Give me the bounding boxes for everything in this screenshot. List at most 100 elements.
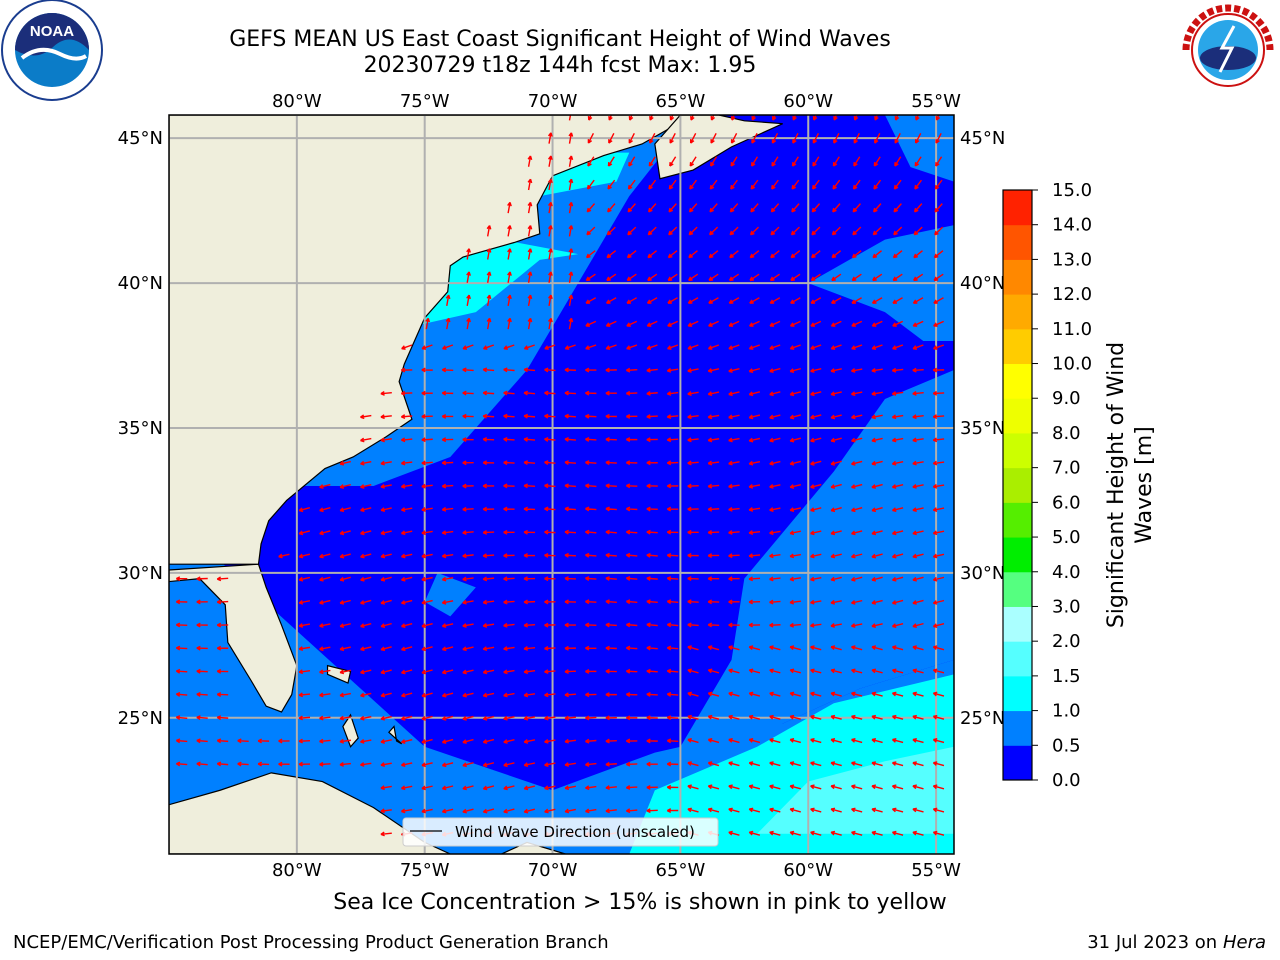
wave-direction-arrow (319, 623, 331, 628)
wave-direction-arrow (851, 807, 863, 813)
wave-direction-arrow (380, 831, 392, 837)
wave-direction-arrow (932, 668, 945, 674)
wave-direction-arrow (728, 391, 740, 397)
wave-direction-arrow (871, 645, 883, 651)
wave-direction-arrow (871, 691, 883, 697)
wave-direction-arrow (421, 762, 433, 768)
wave-direction-arrow (728, 297, 740, 304)
wave-direction-arrow (728, 784, 740, 790)
wave-direction-arrow (605, 506, 617, 512)
wave-direction-arrow (568, 155, 574, 167)
wave-direction-arrow (196, 645, 208, 651)
wave-direction-arrow (175, 738, 188, 744)
wave-direction-arrow (689, 179, 698, 190)
wave-direction-arrow (486, 294, 492, 307)
wave-direction-arrow (687, 691, 699, 697)
wave-direction-arrow (482, 622, 495, 628)
wave-direction-arrow (932, 437, 945, 443)
wave-direction-arrow (646, 599, 658, 605)
wave-direction-arrow (486, 317, 492, 330)
wave-direction-arrow (932, 807, 945, 813)
cuba-land (169, 772, 451, 854)
wave-direction-arrow (769, 460, 781, 466)
wave-direction-arrow (339, 507, 351, 513)
wave-direction-arrow (871, 460, 883, 466)
wave-direction-arrow (666, 715, 679, 721)
wave-direction-arrow (871, 507, 883, 513)
wave-direction-arrow (298, 692, 311, 698)
wave-direction-arrow (564, 669, 576, 674)
wave-direction-arrow (607, 156, 615, 167)
wave-direction-arrow (830, 530, 842, 536)
wave-direction-arrow (421, 414, 433, 419)
wave-direction-arrow (932, 622, 945, 628)
wave-direction-arrow (298, 623, 311, 628)
wave-direction-arrow (831, 226, 841, 236)
wave-direction-arrow (507, 248, 512, 260)
wave-direction-arrow (585, 413, 597, 419)
lon-tick-label-top: 75°W (400, 91, 450, 112)
lon-tick-label-bottom: 70°W (528, 860, 578, 881)
wave-direction-arrow (646, 622, 658, 628)
wave-direction-arrow (913, 203, 923, 213)
wave-direction-arrow (421, 553, 433, 559)
legend-label: Wind Wave Direction (unscaled) (455, 823, 695, 841)
wave-direction-arrow (810, 599, 822, 605)
wave-direction-arrow (894, 115, 900, 121)
wave-direction-arrow (527, 271, 533, 283)
wave-direction-arrow (710, 156, 718, 167)
wave-direction-arrow (891, 807, 904, 813)
wave-direction-arrow (810, 645, 822, 651)
wave-direction-arrow (935, 156, 943, 167)
wave-direction-arrow (687, 297, 699, 304)
wave-direction-arrow (708, 250, 719, 259)
wave-direction-arrow (748, 645, 761, 651)
wave-direction-arrow (830, 368, 842, 373)
wave-direction-arrow (830, 344, 842, 350)
wave-direction-arrow (421, 785, 433, 791)
lat-tick-label-left: 35°N (118, 418, 163, 439)
wave-direction-arrow (339, 669, 351, 675)
wave-direction-arrow (196, 622, 208, 628)
wave-direction-arrow (707, 368, 720, 373)
wave-direction-arrow (748, 714, 761, 720)
wave-direction-arrow (810, 576, 822, 582)
wave-direction-arrow (874, 115, 879, 121)
wave-direction-arrow (380, 483, 392, 489)
wave-direction-arrow (441, 367, 454, 373)
wave-direction-arrow (278, 738, 290, 744)
wave-direction-arrow (523, 483, 536, 489)
wave-direction-arrow (606, 273, 617, 282)
wave-direction-arrow (507, 271, 512, 283)
wave-direction-arrow (811, 226, 821, 236)
wave-direction-arrow (400, 507, 413, 512)
colorbar-tick-label: 3.0 (1052, 596, 1081, 617)
wave-direction-arrow (729, 226, 739, 236)
colorbar-swatch (1003, 606, 1032, 642)
wave-direction-arrow (892, 250, 903, 259)
wave-direction-arrow (441, 530, 454, 536)
wave-direction-arrow (891, 576, 904, 582)
wave-direction-arrow (216, 645, 229, 651)
colorbar-swatch (1003, 537, 1032, 573)
wave-direction-arrow (625, 483, 638, 489)
wave-direction-arrow (748, 668, 761, 674)
wave-direction-arrow (810, 784, 822, 790)
colorbar-tick-label: 1.0 (1052, 701, 1081, 722)
wave-direction-arrow (912, 437, 924, 443)
wave-direction-arrow (832, 179, 841, 190)
wave-direction-arrow (912, 414, 924, 420)
wave-direction-arrow (891, 484, 904, 489)
wave-direction-arrow (707, 599, 720, 605)
wave-direction-arrow (912, 367, 924, 373)
lat-tick-label-right: 25°N (960, 708, 1005, 729)
wave-direction-arrow (298, 738, 311, 744)
wave-direction-arrow (912, 460, 924, 466)
lon-tick-label-top: 65°W (656, 91, 706, 112)
wave-direction-arrow (932, 761, 945, 767)
wave-direction-arrow (666, 483, 679, 489)
wave-direction-arrow (667, 297, 678, 304)
wave-direction-arrow (523, 808, 536, 814)
wave-direction-arrow (523, 553, 536, 558)
